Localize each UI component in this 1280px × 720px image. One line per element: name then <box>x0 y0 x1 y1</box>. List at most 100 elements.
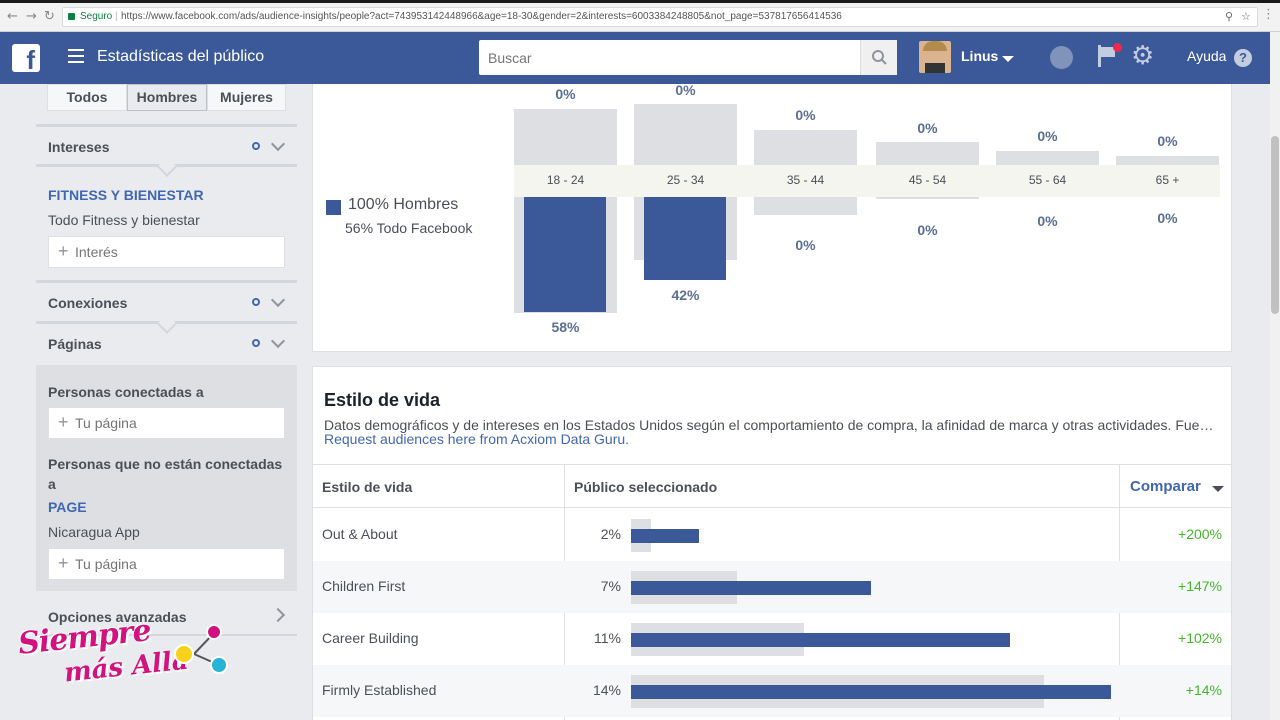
settings-gear-icon[interactable]: ⚙ <box>1131 41 1155 71</box>
section-notch <box>157 314 177 334</box>
search-input[interactable] <box>479 40 861 75</box>
connections-chevron-icon[interactable] <box>270 292 286 308</box>
lifestyle-compare: +102% <box>1178 630 1222 646</box>
address-bar[interactable]: Seguro | https://www.facebook.com/ads/au… <box>62 7 1258 27</box>
facebook-logo-icon[interactable]: f <box>12 44 40 72</box>
lock-icon <box>68 13 75 20</box>
interest-field: + <box>48 236 285 268</box>
table-row[interactable]: Children First 7% +147% <box>313 561 1231 613</box>
bookmark-star-icon[interactable]: ☆ <box>1241 11 1251 23</box>
interests-heading[interactable]: Intereses <box>48 139 110 155</box>
watermark-node-blue <box>210 656 228 674</box>
plus-icon: + <box>58 412 69 432</box>
page-name[interactable]: Nicaragua App <box>48 524 140 540</box>
search-button[interactable] <box>860 40 897 75</box>
section-divider <box>36 280 297 283</box>
table-row[interactable]: Firmly Established 14% +14% <box>313 665 1231 717</box>
age-bottom-pct: 0% <box>795 237 816 253</box>
age-chart-panel: 100% Hombres 56% Todo Facebook 0% 18 - 24… <box>312 82 1232 352</box>
globe-icon[interactable] <box>1050 46 1073 69</box>
age-top-pct: 0% <box>555 86 576 102</box>
section-divider <box>36 124 297 127</box>
age-bottom-pct: 0% <box>1157 210 1178 226</box>
interest-input[interactable] <box>75 237 280 267</box>
search-icon <box>872 50 887 65</box>
audience-bar <box>631 529 699 543</box>
not-connected-page-input[interactable] <box>75 549 280 579</box>
age-top-pct: 0% <box>675 82 696 98</box>
age-bottom-pct: 0% <box>917 222 938 238</box>
browser-chrome: ← → ↻ Seguro | https://www.facebook.com/… <box>0 0 1280 32</box>
account-dropdown-icon[interactable] <box>1002 56 1014 62</box>
age-bottom-pct: 58% <box>551 319 580 335</box>
user-name[interactable]: Linus <box>961 48 999 64</box>
help-icon[interactable]: ? <box>1234 49 1252 67</box>
pages-heading[interactable]: Páginas <box>48 336 102 352</box>
gender-tabs: Todos Hombres Mujeres <box>47 84 286 111</box>
notifications-flag-icon[interactable] <box>1098 43 1122 67</box>
age-bottom-pct: 42% <box>671 287 700 303</box>
tab-mujeres[interactable]: Mujeres <box>207 84 286 111</box>
age-group-label: 45 - 54 <box>908 173 947 187</box>
reload-icon[interactable]: ↻ <box>44 9 55 24</box>
age-bar-value <box>524 197 606 312</box>
age-bar-top-baseline <box>876 142 979 165</box>
forward-icon[interactable]: → <box>26 9 37 24</box>
age-bar-top-baseline <box>634 104 737 165</box>
scrollbar-thumb[interactable] <box>1271 136 1279 314</box>
connections-dot-icon <box>252 298 260 306</box>
age-bottom-pct: 0% <box>1037 213 1058 229</box>
age-bar-top-baseline <box>514 109 617 165</box>
age-bar-top-baseline <box>996 151 1099 165</box>
not-connected-page-field: + <box>48 548 285 580</box>
age-group-label: 65 + <box>1155 173 1180 187</box>
age-bar-bottom-baseline <box>876 197 979 199</box>
tab-hombres[interactable]: Hombres <box>127 84 207 111</box>
scrollbar-track[interactable] <box>1270 32 1280 720</box>
lifestyle-name: Firmly Established <box>322 682 437 698</box>
age-bar-bottom-baseline <box>754 197 857 215</box>
lifestyle-percent: 7% <box>600 578 621 594</box>
interest-subcategory[interactable]: Todo Fitness y bienestar <box>48 212 200 228</box>
acxiom-link[interactable]: Request audiences here from Acxiom Data … <box>324 431 630 447</box>
back-icon[interactable]: ← <box>7 9 18 24</box>
browser-menu-icon[interactable]: ⋮ <box>1262 7 1275 22</box>
facebook-topbar: f Estadísticas del público Linus ⚙ Ayuda <box>0 32 1270 84</box>
table-row[interactable]: Career Building 11% +102% <box>313 613 1231 665</box>
watermark-node-yellow <box>174 644 194 664</box>
age-group-label: 25 - 34 <box>666 173 705 187</box>
search-box <box>479 40 897 75</box>
legend-secondary: 56% Todo Facebook <box>345 220 473 236</box>
interests-active-dot-icon <box>252 142 260 150</box>
url-separator: | <box>115 11 118 22</box>
advanced-options-chevron-icon[interactable] <box>270 607 286 623</box>
pages-chevron-icon[interactable] <box>270 333 286 349</box>
url-text[interactable]: https://www.facebook.com/ads/audience-in… <box>121 11 842 22</box>
tab-todos[interactable]: Todos <box>47 84 127 111</box>
connected-page-input[interactable] <box>75 408 280 438</box>
user-avatar[interactable] <box>919 41 951 73</box>
table-row[interactable]: Out & About 2% +200% <box>313 509 1231 561</box>
secure-label: Seguro <box>80 11 113 22</box>
age-top-pct: 0% <box>1037 128 1058 144</box>
help-link[interactable]: Ayuda <box>1187 48 1227 64</box>
interests-chevron-icon[interactable] <box>270 136 286 152</box>
age-bar-value <box>644 197 726 280</box>
hamburger-menu-icon[interactable] <box>68 49 84 67</box>
audience-bar <box>631 581 871 595</box>
compare-dropdown[interactable]: Comparar <box>1130 478 1201 495</box>
zoom-icon[interactable]: ⚲ <box>1225 11 1234 23</box>
interest-category: FITNESS Y BIENESTAR <box>48 187 204 203</box>
legend-primary: 100% Hombres <box>348 196 459 213</box>
section-divider <box>36 634 297 636</box>
advanced-options-link[interactable]: Opciones avanzadas <box>48 609 187 625</box>
pages-dot-icon <box>252 339 260 347</box>
lifestyle-percent: 11% <box>594 630 621 646</box>
age-bar-top-baseline <box>754 130 857 165</box>
page-label: PAGE <box>48 499 87 515</box>
age-axis-band <box>514 165 1220 197</box>
lifestyle-percent: 2% <box>600 526 621 542</box>
connections-heading[interactable]: Conexiones <box>48 295 128 311</box>
age-group-label: 55 - 64 <box>1028 173 1067 187</box>
compare-caret-icon[interactable] <box>1212 486 1224 492</box>
